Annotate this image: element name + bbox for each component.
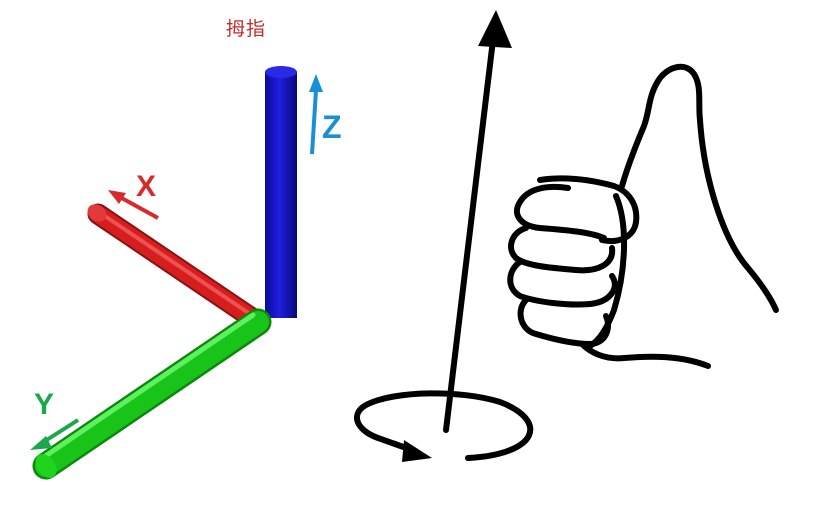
thumbs-up-hand-icon (510, 67, 776, 366)
x-axis-rod (84, 201, 252, 318)
up-arrow-icon (446, 10, 512, 430)
x-axis-label: X (136, 170, 156, 203)
diagram-title: 拇指 (226, 14, 266, 41)
y-axis-rod (31, 315, 258, 482)
z-direction-arrow (309, 74, 323, 154)
y-axis-label: Y (34, 388, 54, 421)
z-axis-label: Z (322, 109, 342, 145)
z-axis-rod (265, 66, 297, 318)
